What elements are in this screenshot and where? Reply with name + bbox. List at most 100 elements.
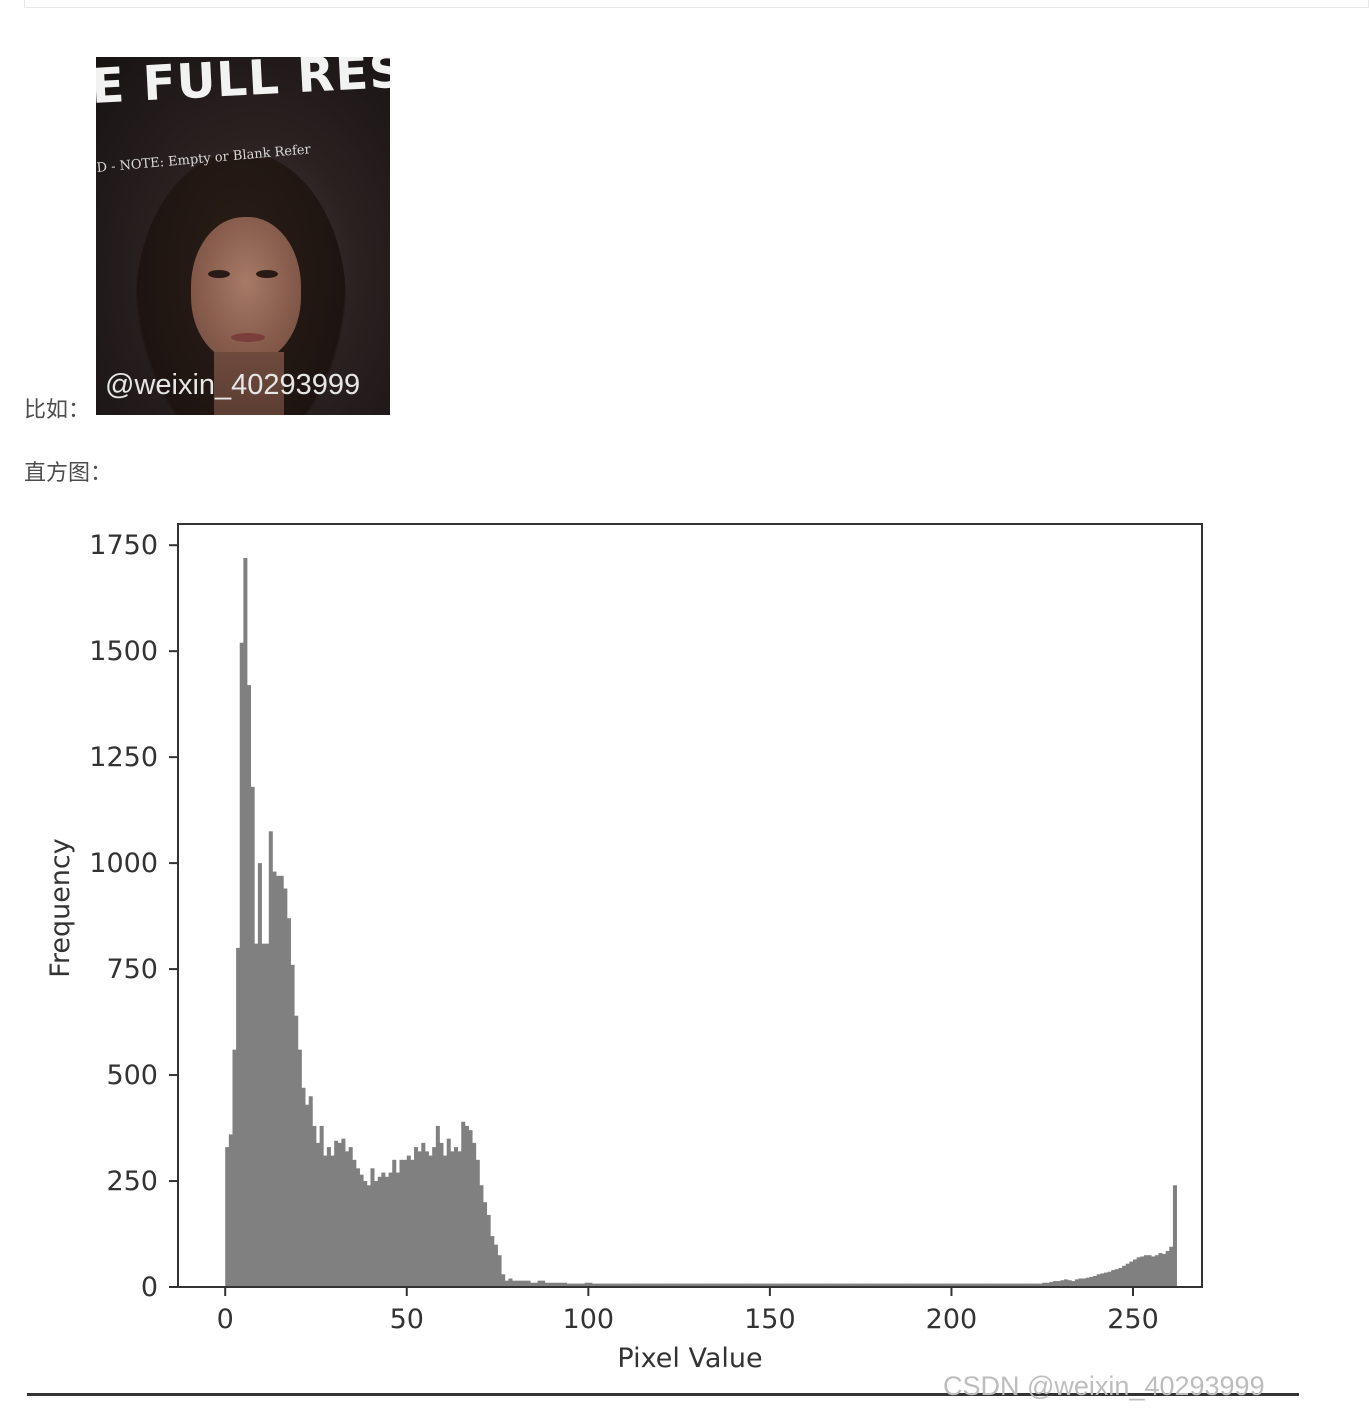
histogram-bar bbox=[475, 1159, 480, 1287]
histogram-bar bbox=[835, 1283, 840, 1287]
histogram-bar bbox=[526, 1280, 531, 1287]
histogram-bar bbox=[250, 786, 255, 1287]
histogram-bar bbox=[995, 1283, 1000, 1287]
histogram-bar bbox=[512, 1280, 517, 1287]
histogram-bar bbox=[330, 1155, 335, 1287]
histogram-bar bbox=[827, 1283, 833, 1287]
histogram-bar bbox=[918, 1283, 923, 1287]
histogram-bar bbox=[980, 1283, 985, 1287]
histogram-bar bbox=[290, 964, 295, 1287]
histogram-bar bbox=[552, 1282, 557, 1287]
histogram-bar bbox=[671, 1283, 676, 1287]
histogram-bar bbox=[809, 1283, 814, 1287]
histogram-bar bbox=[1056, 1281, 1061, 1287]
y-tick-label: 1500 bbox=[89, 636, 158, 667]
histogram-bar bbox=[501, 1274, 506, 1287]
histogram-bar bbox=[544, 1282, 549, 1287]
photo-eye-right bbox=[256, 270, 278, 278]
histogram-bar bbox=[788, 1283, 793, 1287]
histogram-bar bbox=[352, 1159, 357, 1287]
histogram-bar bbox=[359, 1174, 364, 1287]
histogram-bar bbox=[878, 1283, 883, 1287]
histogram-bar bbox=[1140, 1256, 1145, 1287]
histogram-bar bbox=[428, 1155, 433, 1287]
histogram-bar bbox=[272, 871, 277, 1287]
histogram-bar bbox=[1089, 1276, 1094, 1287]
histogram-bar bbox=[606, 1283, 611, 1287]
histogram-label: 直方图： bbox=[24, 460, 113, 485]
histogram-bar bbox=[395, 1172, 400, 1287]
histogram-bar bbox=[766, 1283, 771, 1287]
histogram-bar bbox=[261, 943, 266, 1287]
histogram-bar bbox=[366, 1185, 371, 1287]
histogram-bar bbox=[319, 1125, 324, 1287]
histogram-bar bbox=[265, 943, 270, 1287]
histogram-bar bbox=[987, 1283, 992, 1287]
histogram-bar bbox=[621, 1283, 626, 1287]
histogram-bar bbox=[631, 1283, 636, 1287]
histogram-bar bbox=[639, 1283, 644, 1287]
histogram-bar bbox=[711, 1283, 716, 1287]
histogram-bar bbox=[773, 1283, 778, 1287]
histogram-bar bbox=[334, 1140, 339, 1287]
histogram-bar bbox=[522, 1280, 527, 1287]
histogram-bar bbox=[1093, 1275, 1098, 1287]
histogram-bar bbox=[228, 1134, 233, 1287]
photo-eye-left bbox=[208, 270, 230, 278]
histogram-bar bbox=[468, 1130, 473, 1287]
histogram-bar bbox=[896, 1283, 902, 1287]
x-tick-label: 200 bbox=[926, 1304, 978, 1335]
y-tick-label: 0 bbox=[141, 1272, 158, 1303]
histogram-bar bbox=[446, 1138, 451, 1287]
histogram-bar bbox=[286, 918, 291, 1287]
histogram-bar bbox=[889, 1283, 894, 1287]
histogram-bar bbox=[817, 1283, 822, 1287]
histogram-bar bbox=[424, 1151, 429, 1287]
histogram-bar bbox=[497, 1255, 502, 1287]
histogram-bar bbox=[675, 1283, 680, 1287]
histogram-bar bbox=[566, 1283, 571, 1287]
histogram-bar bbox=[1002, 1283, 1007, 1287]
histogram-bar bbox=[882, 1283, 887, 1287]
histogram-bar bbox=[1154, 1255, 1159, 1287]
histogram-bar bbox=[1020, 1283, 1025, 1287]
histogram-bar bbox=[762, 1283, 767, 1287]
histogram-bar bbox=[748, 1283, 753, 1287]
histogram-bar bbox=[432, 1147, 437, 1287]
histogram-bar bbox=[1169, 1246, 1174, 1287]
histogram-bar bbox=[704, 1283, 709, 1287]
histogram-bar bbox=[570, 1283, 575, 1287]
histogram-bar bbox=[279, 875, 284, 1287]
histogram-bar bbox=[1122, 1265, 1127, 1287]
histogram-bar bbox=[1111, 1270, 1116, 1287]
histogram-bar bbox=[326, 1147, 331, 1287]
histogram-bar bbox=[599, 1283, 604, 1287]
histogram-bar bbox=[457, 1151, 462, 1287]
histogram-bar bbox=[886, 1283, 891, 1287]
histogram-bar bbox=[508, 1278, 513, 1287]
histogram-bar bbox=[969, 1283, 974, 1287]
histogram-bar bbox=[922, 1283, 927, 1287]
plot-frame bbox=[177, 523, 1203, 1288]
histogram-bar bbox=[660, 1283, 665, 1287]
histogram-bar bbox=[312, 1125, 317, 1287]
histogram-bar bbox=[907, 1283, 912, 1287]
histogram-bar bbox=[849, 1283, 854, 1287]
histogram-bar bbox=[650, 1283, 655, 1287]
photo-mouth bbox=[231, 333, 265, 342]
histogram-bar bbox=[657, 1283, 662, 1287]
histogram-bar bbox=[1118, 1267, 1123, 1287]
photo-watermark: @weixin_40293999 bbox=[105, 369, 361, 401]
histogram-bar bbox=[530, 1282, 535, 1287]
histogram-bar bbox=[305, 1104, 310, 1287]
histogram-bar bbox=[1071, 1281, 1076, 1287]
histogram-bar bbox=[722, 1283, 727, 1287]
histogram-bar bbox=[944, 1283, 949, 1287]
histogram-bar bbox=[1005, 1283, 1010, 1287]
histogram-bar bbox=[461, 1121, 466, 1287]
histogram-bar bbox=[1082, 1278, 1087, 1287]
histogram-bar bbox=[472, 1142, 477, 1287]
histogram-bar bbox=[831, 1283, 836, 1287]
histogram-bar bbox=[933, 1283, 938, 1287]
